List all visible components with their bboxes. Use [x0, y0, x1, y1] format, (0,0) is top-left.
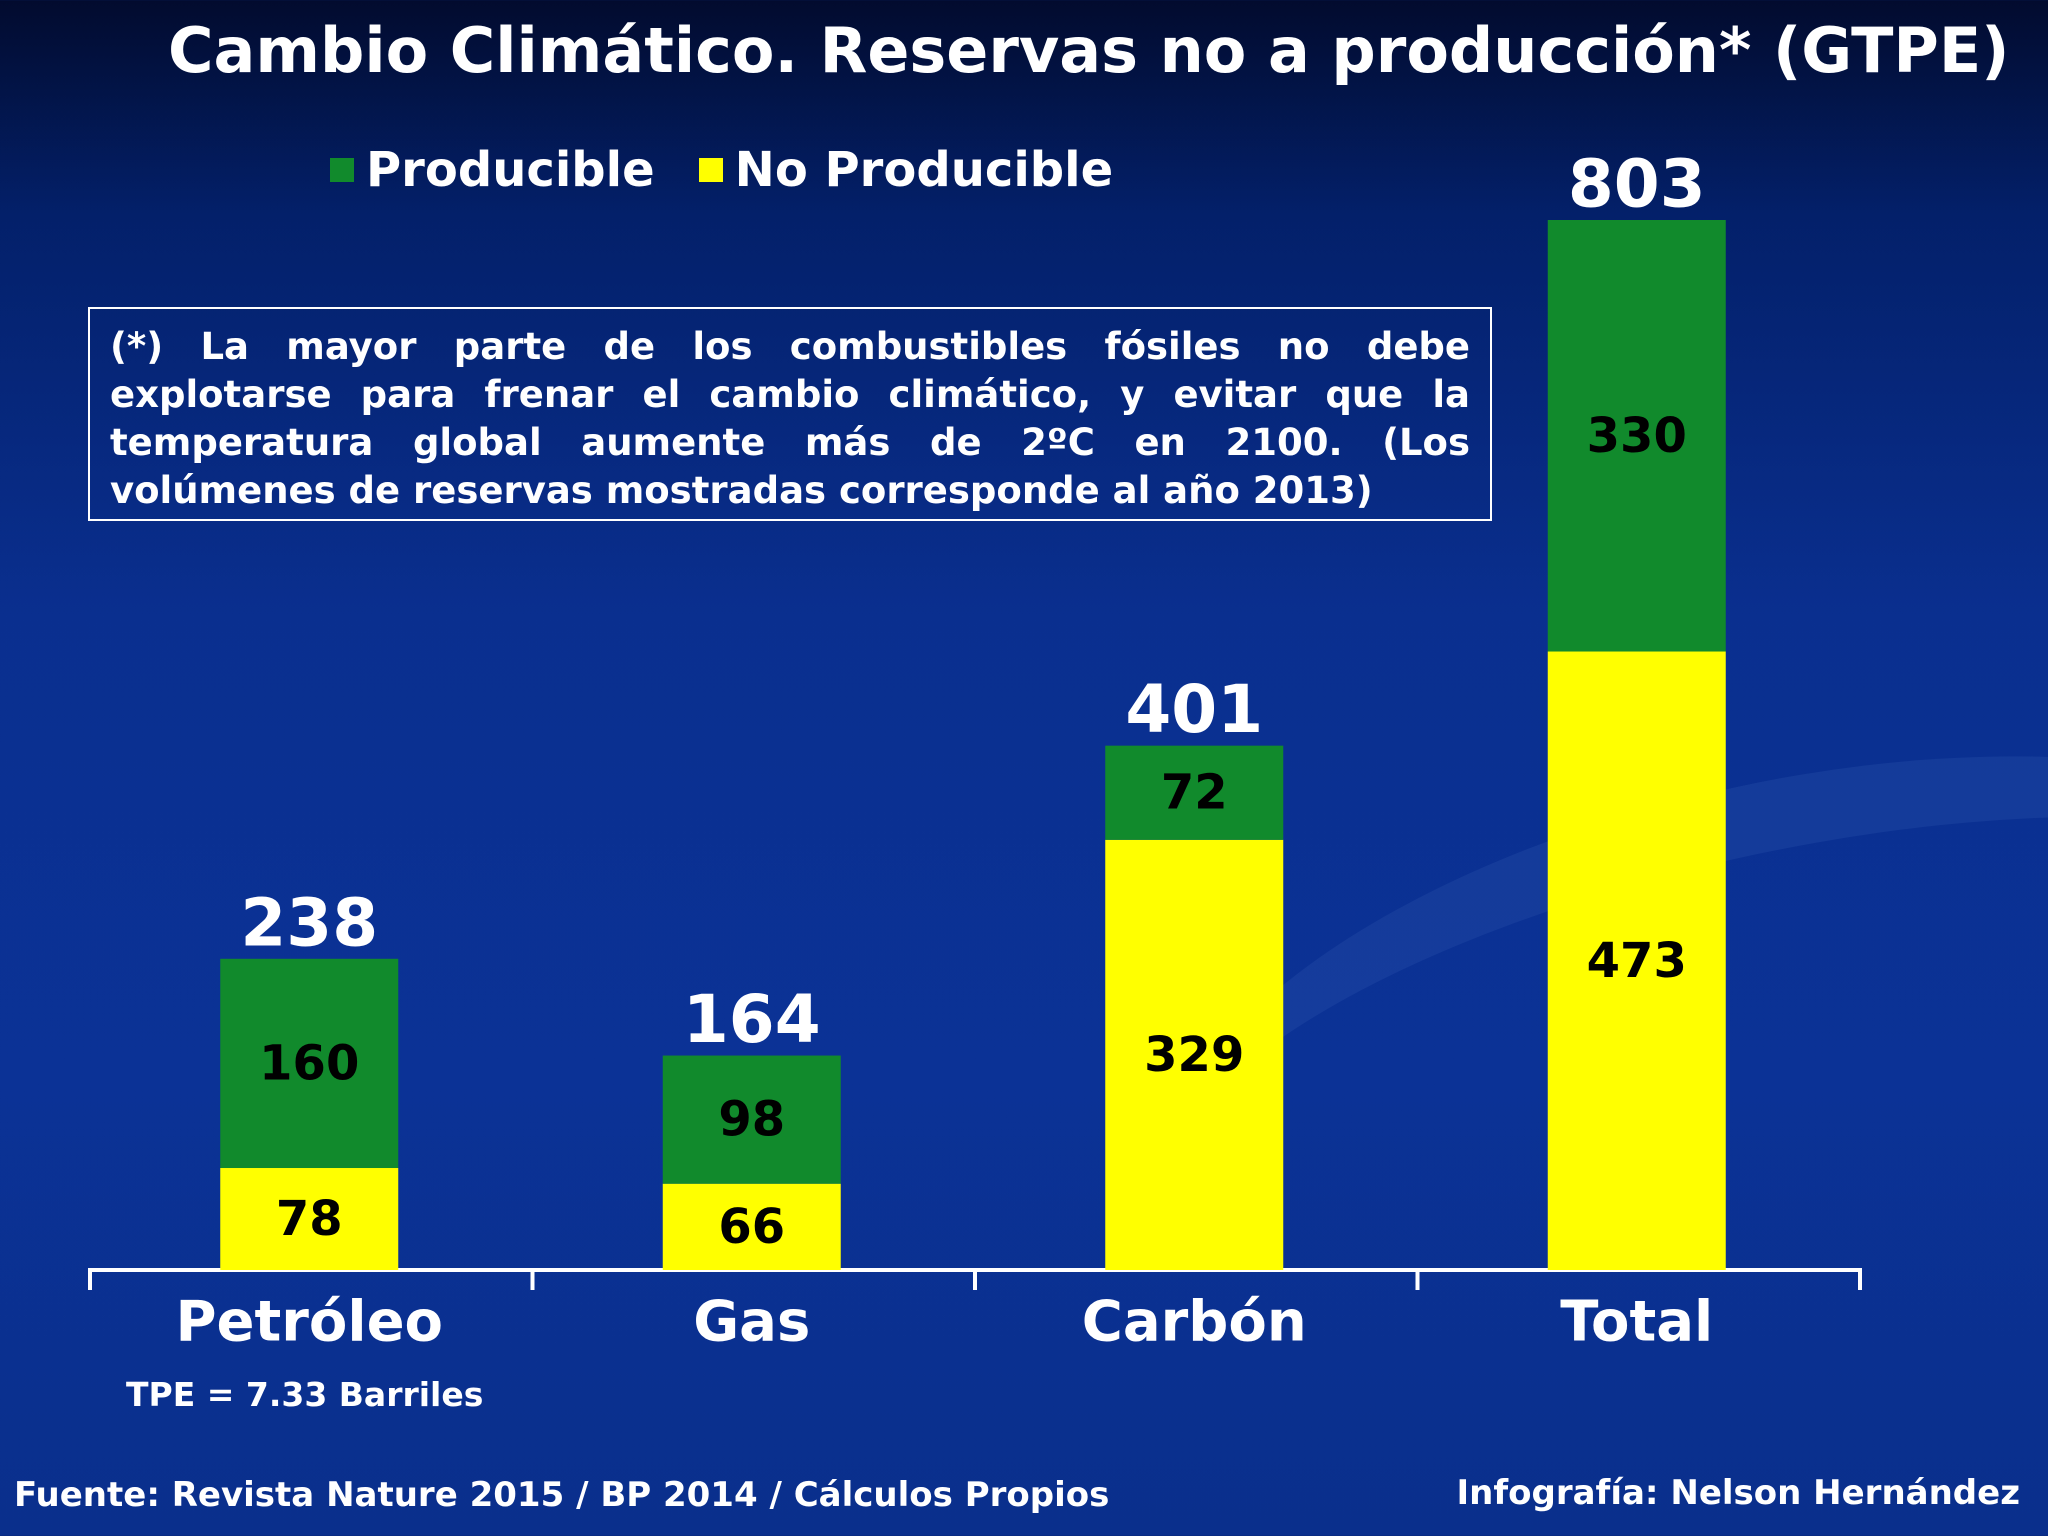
- data-label: 160: [259, 1035, 359, 1091]
- legend-label-no-producible: No Producible: [734, 142, 1114, 198]
- bar-petróleo-producible: [220, 958, 399, 1169]
- unit-footnote: TPE = 7.33 Barriles: [126, 1375, 484, 1414]
- legend-item-no-producible: No Producible: [698, 142, 1114, 198]
- category-label: Petróleo: [175, 1290, 443, 1355]
- legend-swatch-producible: [330, 158, 354, 182]
- category-label: Gas: [693, 1290, 810, 1355]
- data-label: 473: [1587, 933, 1687, 989]
- bar-petróleo-no-producible: [220, 1168, 399, 1270]
- category-label: Total: [1560, 1290, 1713, 1355]
- total-label: 803: [1568, 146, 1706, 223]
- bar-gas-producible: [662, 1055, 841, 1184]
- bar-total-producible: [1547, 220, 1726, 652]
- legend-item-producible: Producible: [330, 142, 655, 198]
- data-label: 72: [1161, 765, 1228, 821]
- bar-carbón-producible: [1105, 745, 1284, 840]
- bar-gas-no-producible: [662, 1183, 841, 1270]
- data-label: 329: [1144, 1027, 1244, 1083]
- legend: Producible No Producible: [330, 142, 1157, 198]
- bar-total-no-producible: [1547, 651, 1726, 1270]
- note-box: (*) La mayor parte de los combustibles f…: [88, 307, 1492, 521]
- data-label: 330: [1587, 408, 1687, 464]
- category-label: Carbón: [1082, 1290, 1307, 1355]
- total-label: 164: [683, 981, 821, 1058]
- bar-carbón-no-producible: [1105, 839, 1284, 1270]
- credit-text: Infografía: Nelson Hernández: [1456, 1473, 2020, 1513]
- source-text: Fuente: Revista Nature 2015 / BP 2014 / …: [14, 1475, 1110, 1515]
- data-label: 78: [276, 1191, 343, 1247]
- data-label: 66: [718, 1199, 785, 1255]
- legend-label-producible: Producible: [366, 142, 655, 198]
- legend-swatch-no-producible: [698, 158, 723, 182]
- total-label: 401: [1125, 671, 1263, 748]
- data-label: 98: [718, 1092, 785, 1148]
- chart-title: Cambio Climático. Reservas no a producci…: [168, 14, 2010, 87]
- total-label: 238: [240, 884, 378, 961]
